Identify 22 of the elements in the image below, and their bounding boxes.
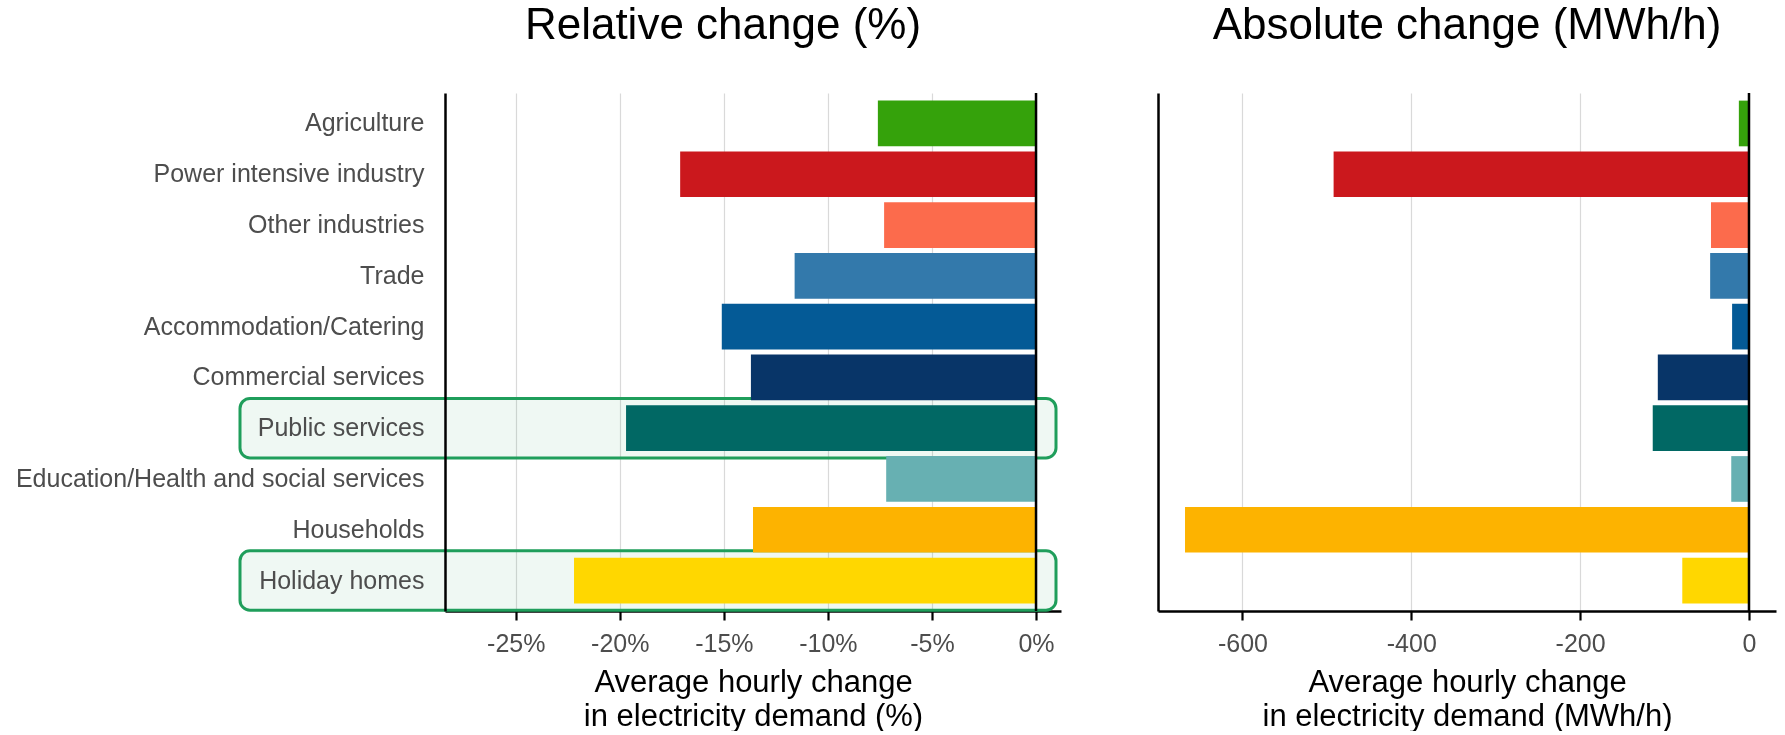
- x-tick-label: -25%: [487, 628, 546, 657]
- x-tick-label: -10%: [799, 628, 858, 657]
- y-tick-label: Holiday homes: [259, 565, 425, 594]
- y-tick-label: Trade: [360, 260, 425, 289]
- x-tick-label: -20%: [591, 628, 650, 657]
- x-tick-label: -200: [1555, 628, 1606, 657]
- x-tick-label: -5%: [910, 628, 955, 657]
- y-tick-label: Power intensive industry: [153, 159, 425, 188]
- y-tick-label: Accommodation/Catering: [143, 311, 425, 340]
- x-tick-label: -15%: [695, 628, 754, 657]
- y-tick-label: Agriculture: [305, 108, 425, 137]
- chart-title: Relative change (%): [524, 0, 922, 48]
- y-tick-label: Other industries: [248, 210, 425, 239]
- y-tick-label: Public services: [257, 413, 425, 442]
- x-tick-label: 0: [1742, 628, 1757, 657]
- chart-title: Absolute change (MWh/h): [1212, 0, 1722, 48]
- y-tick-label: Education/Health and social services: [15, 463, 425, 492]
- x-tick-label: -400: [1386, 628, 1437, 657]
- y-tick-label: Households: [292, 514, 425, 543]
- y-tick-label: Commercial services: [192, 362, 425, 391]
- x-tick-label: 0%: [1018, 628, 1055, 657]
- x-tick-label: -600: [1217, 628, 1268, 657]
